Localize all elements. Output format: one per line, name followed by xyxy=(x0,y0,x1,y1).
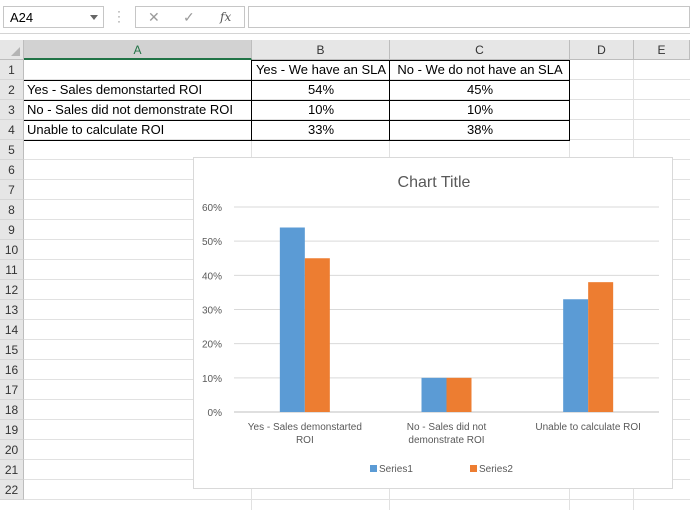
cell-c4[interactable]: 38% xyxy=(466,122,494,137)
bar-series2-1 xyxy=(304,258,330,412)
row-header-17[interactable]: 17 xyxy=(0,380,24,400)
grid-line xyxy=(24,139,690,140)
row-header-13[interactable]: 13 xyxy=(0,300,24,320)
cell-a1[interactable] xyxy=(24,60,252,80)
grid-line xyxy=(24,79,690,80)
row-header-8[interactable]: 8 xyxy=(0,200,24,220)
row-header-3[interactable]: 3 xyxy=(0,100,24,120)
cell-b1[interactable]: Yes - We have an SLA xyxy=(255,62,387,77)
grid-line xyxy=(24,499,690,500)
row-header-20[interactable]: 20 xyxy=(0,440,24,460)
row-header-1[interactable]: 1 xyxy=(0,60,24,80)
row-header-22[interactable]: 22 xyxy=(0,480,24,500)
y-tick-label: 40% xyxy=(202,271,222,282)
name-box-value: A24 xyxy=(10,10,34,25)
y-tick-label: 60% xyxy=(202,203,222,214)
table-border xyxy=(24,140,570,141)
column-header-a[interactable]: A xyxy=(24,40,252,60)
y-tick-label: 20% xyxy=(202,340,222,351)
bar-series2-2 xyxy=(446,377,472,412)
row-header-12[interactable]: 12 xyxy=(0,280,24,300)
row-header-19[interactable]: 19 xyxy=(0,420,24,440)
row-header-21[interactable]: 21 xyxy=(0,460,24,480)
formula-input[interactable] xyxy=(248,6,690,28)
cell-a2[interactable]: Yes - Sales demonstarted ROI xyxy=(27,82,203,97)
y-tick-label: 30% xyxy=(202,306,222,317)
cancel-icon[interactable]: ✕ xyxy=(148,9,160,25)
cell-b2[interactable]: 54% xyxy=(307,82,335,97)
more-options-icon: · · · xyxy=(117,4,121,28)
x-tick-label: Unable to calculate ROI xyxy=(535,422,641,433)
row-header-9[interactable]: 9 xyxy=(0,220,24,240)
grid-line xyxy=(24,119,690,120)
row-header-4[interactable]: 4 xyxy=(0,120,24,140)
column-header-d[interactable]: D xyxy=(570,40,634,60)
cell-c2[interactable]: 45% xyxy=(466,82,494,97)
x-tick-label: ROI xyxy=(296,435,314,446)
x-tick-label: demonstrate ROI xyxy=(408,435,484,446)
bar-chart: Chart Title 0% 10% 20% 30% 40% 50% 60% Yes - Sal… xyxy=(202,174,659,475)
name-box[interactable]: A24 xyxy=(3,6,104,28)
select-all-button[interactable] xyxy=(0,40,24,60)
legend-swatch-series1 xyxy=(370,465,377,472)
grid-line xyxy=(24,99,690,100)
row-header-6[interactable]: 6 xyxy=(0,160,24,180)
table-border xyxy=(252,60,570,61)
table-border xyxy=(24,80,570,81)
formula-buttons: ✕ ✓ fx xyxy=(135,6,245,28)
row-header-10[interactable]: 10 xyxy=(0,240,24,260)
select-all-triangle-icon xyxy=(11,47,20,56)
formula-bar: A24 · · · ✕ ✓ fx xyxy=(0,0,690,34)
cell-c1[interactable]: No - We do not have an SLA xyxy=(397,62,563,77)
table-border xyxy=(24,100,570,101)
chevron-down-icon[interactable] xyxy=(90,15,98,20)
bar-series2-3 xyxy=(588,282,614,412)
row-header-18[interactable]: 18 xyxy=(0,400,24,420)
table-border xyxy=(251,60,252,141)
legend-swatch-series2 xyxy=(470,465,477,472)
row-header-5[interactable]: 5 xyxy=(0,140,24,160)
row-header-15[interactable]: 15 xyxy=(0,340,24,360)
cell-b3[interactable]: 10% xyxy=(307,102,335,117)
row-header-7[interactable]: 7 xyxy=(0,180,24,200)
row-header-2[interactable]: 2 xyxy=(0,80,24,100)
column-header-e[interactable]: E xyxy=(634,40,690,60)
x-tick-label: Yes - Sales demonstarted xyxy=(248,422,362,433)
legend-label-series2: Series2 xyxy=(479,464,513,475)
chart-area[interactable]: Chart Title 0% 10% 20% 30% 40% 50% 60% Yes - Sal… xyxy=(193,157,673,489)
chart-title: Chart Title xyxy=(398,174,471,191)
y-tick-label: 10% xyxy=(202,374,222,385)
x-tick-label: No - Sales did not xyxy=(407,422,487,433)
column-header-c[interactable]: C xyxy=(390,40,570,60)
table-border xyxy=(569,60,570,141)
bar-series1-3 xyxy=(563,299,589,412)
y-tick-label: 50% xyxy=(202,237,222,248)
cell-a4[interactable]: Unable to calculate ROI xyxy=(27,122,165,137)
cell-a3[interactable]: No - Sales did not demonstrate ROI xyxy=(27,102,233,117)
table-border xyxy=(389,60,390,141)
legend-label-series1: Series1 xyxy=(379,464,413,475)
column-header-b[interactable]: B xyxy=(252,40,390,60)
bar-series1-2 xyxy=(421,377,447,412)
row-header-16[interactable]: 16 xyxy=(0,360,24,380)
bar-series1-1 xyxy=(279,227,305,412)
y-tick-label: 0% xyxy=(208,408,223,419)
row-header-11[interactable]: 11 xyxy=(0,260,24,280)
cell-c3[interactable]: 10% xyxy=(466,102,494,117)
enter-icon[interactable]: ✓ xyxy=(183,9,195,25)
insert-function-icon[interactable]: fx xyxy=(220,10,232,24)
table-border xyxy=(24,120,570,121)
cell-b4[interactable]: 33% xyxy=(307,122,335,137)
row-header-14[interactable]: 14 xyxy=(0,320,24,340)
